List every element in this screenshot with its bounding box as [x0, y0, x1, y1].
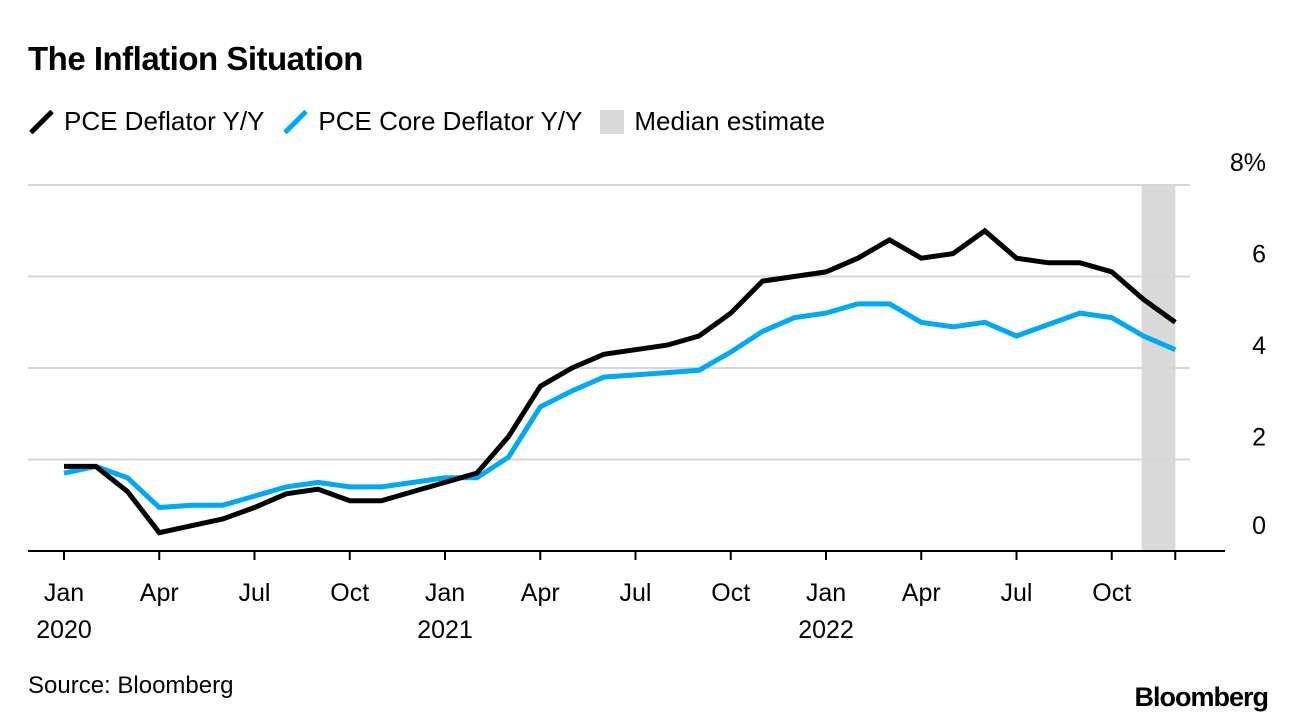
legend-label-median: Median estimate	[634, 106, 826, 136]
legend-label-pce: PCE Deflator Y/Y	[64, 106, 265, 136]
x-tick-label: Apr	[521, 579, 560, 607]
x-tick-label: Oct	[711, 579, 750, 607]
legend: PCE Deflator Y/Y PCE Core Deflator Y/Y M…	[28, 106, 843, 137]
x-tick-label: Jan	[44, 579, 84, 607]
bloomberg-logo: Bloomberg	[1134, 682, 1269, 712]
y-tick-label-0: 0	[1252, 512, 1266, 540]
chart-title: The Inflation Situation	[28, 40, 363, 77]
series-line-pce-deflator	[64, 227, 1177, 536]
x-tick-label: Jul	[1001, 579, 1033, 607]
x-tick-label: Apr	[140, 579, 179, 607]
x-tick-year: 2020	[36, 616, 92, 644]
x-tick-label: Jan	[425, 579, 465, 607]
x-tick-label: Jul	[239, 579, 271, 607]
x-tick-year: 2021	[417, 616, 473, 644]
y-tick-label-6: 6	[1252, 241, 1266, 269]
x-tick-label: Jan	[806, 579, 846, 607]
y-tick-label-2: 2	[1252, 424, 1266, 452]
x-tick-label: Apr	[902, 579, 941, 607]
y-tick-label-4: 4	[1252, 332, 1266, 360]
legend-item-median: Median estimate	[600, 106, 825, 137]
legend-label-core: PCE Core Deflator Y/Y	[318, 106, 583, 136]
x-tick-label: Jul	[620, 579, 652, 607]
series-line-pce-core-deflator	[63, 301, 1177, 511]
x-tick-label: Oct	[330, 579, 369, 607]
legend-swatch-median	[600, 109, 625, 134]
x-tick-year: 2022	[798, 616, 854, 644]
legend-item-pce: PCE Deflator Y/Y	[28, 106, 264, 137]
legend-item-core: PCE Core Deflator Y/Y	[282, 106, 582, 137]
y-tick-label-8: 8%	[1230, 149, 1266, 177]
x-tick-label: Oct	[1092, 579, 1131, 607]
source-note: Source: Bloomberg	[28, 672, 234, 699]
